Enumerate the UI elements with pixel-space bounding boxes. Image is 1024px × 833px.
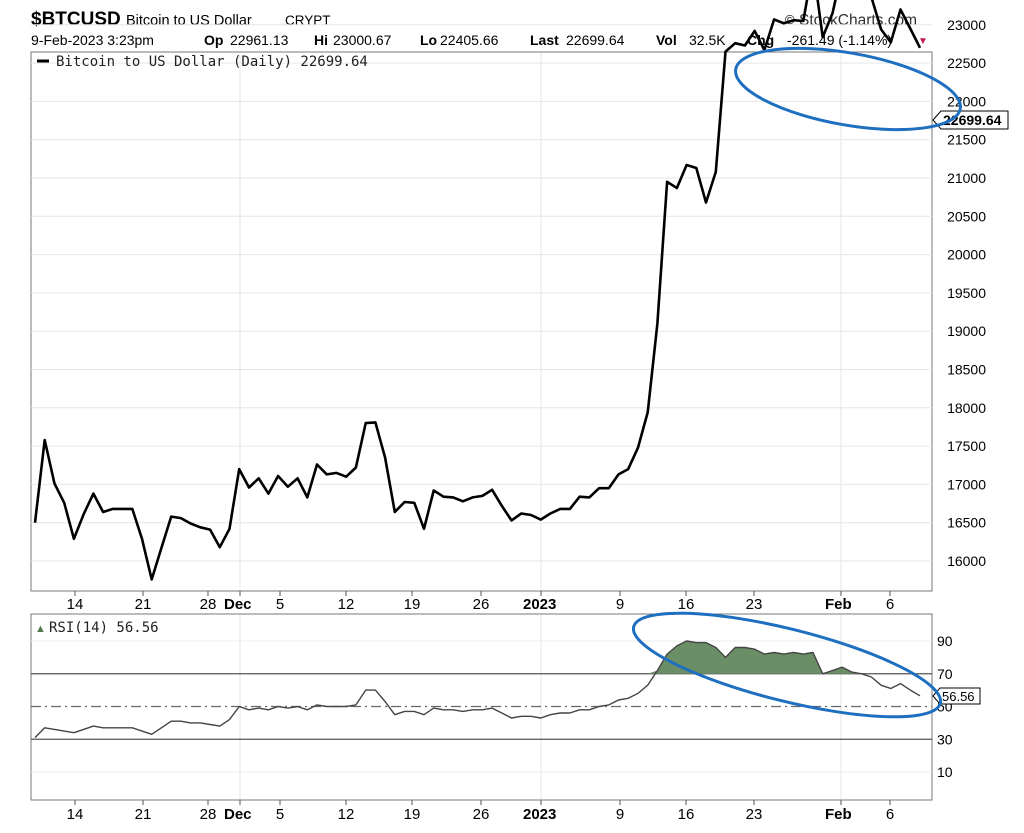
price-ytick-label: 22000: [947, 93, 986, 109]
x-tick-label: 5: [276, 596, 284, 613]
x-tick-label: 21: [135, 806, 152, 823]
chg-value: -261.49 (-1.14%): [787, 32, 892, 48]
last-value: 22699.64: [566, 32, 625, 48]
x-tick-label: Dec: [224, 806, 252, 823]
price-ytick-label: 21500: [947, 132, 986, 148]
price-ytick-label: 22500: [947, 55, 986, 71]
rsi-last-tag: 56.56: [932, 687, 981, 705]
price-ytick-label: 19000: [947, 323, 986, 339]
x-tick-label: 5: [276, 806, 284, 823]
x-tick-label: 12: [338, 596, 355, 613]
rsi-ytick-label: 70: [937, 666, 953, 682]
rsi-x-axis: 14 21 28 Dec 5 12 19 26 2023 9 16 23 Feb 6: [67, 800, 894, 823]
lo-value: 22405.66: [440, 32, 499, 48]
mountain-icon: ▲: [35, 623, 46, 635]
x-tick-label: 14: [67, 806, 84, 823]
price-ytick-label: 21000: [947, 170, 986, 186]
x-tick-label: 16: [678, 806, 695, 823]
lo-label: Lo: [420, 32, 437, 48]
rsi-ytick-label: 10: [937, 764, 953, 780]
price-ytick-label: 20500: [947, 208, 986, 224]
rsi-last-label: 56.56: [942, 689, 975, 704]
op-value: 22961.13: [230, 32, 289, 48]
x-tick-label: 26: [473, 806, 490, 823]
price-panel: [30, 51, 933, 592]
x-tick-label: 19: [404, 596, 421, 613]
x-tick-label: 2023: [523, 596, 556, 613]
x-tick-label: 12: [338, 806, 355, 823]
price-gridlines: [31, 24, 932, 590]
price-ytick-label: 18500: [947, 362, 986, 378]
x-tick-label: 21: [135, 596, 152, 613]
rsi-ytick-label: 30: [937, 731, 953, 747]
rsi-overbought-area: [35, 641, 920, 674]
rsi-gridlines: [31, 615, 932, 799]
price-last-tag: 22699.64: [932, 110, 1009, 130]
price-y-axis: 16000 16500 17000 17500 18000 18500 19000 19500…: [947, 17, 986, 569]
price-ytick-label: 17000: [947, 476, 986, 492]
price-ytick-label: 23000: [947, 17, 986, 33]
price-ytick-label: 17500: [947, 438, 986, 454]
rsi-ytick-label: 90: [937, 633, 953, 649]
x-tick-label: 9: [616, 806, 624, 823]
rsi-series: [34, 640, 921, 739]
vol-label: Vol: [656, 32, 677, 48]
vol-value: 32.5K: [689, 32, 726, 48]
down-triangle-icon: ▼: [918, 36, 928, 47]
x-tick-label: Dec: [224, 596, 252, 613]
x-tick-label: 28: [200, 596, 217, 613]
price-ytick-label: 16500: [947, 515, 986, 531]
last-label: Last: [530, 32, 559, 48]
x-tick-label: 28: [200, 806, 217, 823]
x-tick-label: Feb: [825, 596, 852, 613]
x-tick-label: 2023: [523, 806, 556, 823]
price-ytick-label: 16000: [947, 553, 986, 569]
x-tick-label: Feb: [825, 806, 852, 823]
price-ytick-label: 19500: [947, 285, 986, 301]
x-tick-label: 26: [473, 596, 490, 613]
rsi-legend: RSI(14) 56.56: [49, 620, 159, 636]
x-tick-label: 23: [746, 596, 763, 613]
rsi-line: [34, 640, 921, 739]
x-tick-label: 9: [616, 596, 624, 613]
price-ytick-label: 18000: [947, 400, 986, 416]
hi-value: 23000.67: [333, 32, 392, 48]
highlight-ellipse-price: [734, 46, 962, 132]
copyright-icon: ©: [785, 12, 795, 27]
x-tick-label: 6: [886, 596, 894, 613]
exchange: CRYPT: [285, 13, 331, 28]
price-line: [33, 0, 922, 581]
price-legend: Bitcoin to US Dollar (Daily) 22699.64: [56, 54, 368, 70]
rsi-overbought-fill: [35, 641, 920, 674]
x-tick-label: 6: [886, 806, 894, 823]
price-series: [33, 0, 922, 581]
highlight-ellipse-rsi: [631, 611, 943, 719]
op-label: Op: [204, 32, 223, 48]
quote-date: 9-Feb-2023 3:23pm: [31, 32, 154, 48]
quote-line: 9-Feb-2023 3:23pm Op 22961.13 Hi 23000.6…: [31, 32, 928, 48]
x-tick-label: 19: [404, 806, 421, 823]
symbol: $BTCUSD: [31, 9, 121, 30]
instrument-name: Bitcoin to US Dollar: [126, 13, 252, 29]
x-tick-label: 16: [678, 596, 695, 613]
x-tick-label: 14: [67, 596, 84, 613]
x-tick-label: 23: [746, 806, 763, 823]
price-ytick-label: 20000: [947, 247, 986, 263]
price-x-axis: 14 21 28 Dec 5 12 19 26 2023 9 16 23 Feb 6: [67, 591, 894, 613]
hi-label: Hi: [314, 32, 328, 48]
